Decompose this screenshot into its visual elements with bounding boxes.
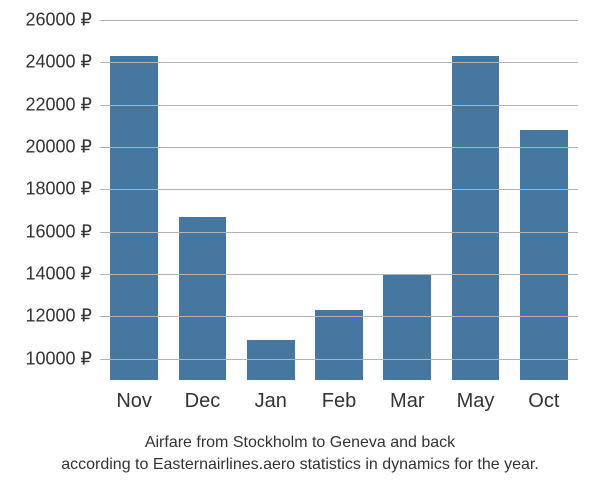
grid-line (100, 147, 578, 148)
bar (520, 130, 568, 380)
y-tick-label: 10000 ₽ (25, 348, 100, 369)
grid-line (100, 232, 578, 233)
x-axis-labels: NovDecJanFebMarMayOct (100, 390, 578, 413)
grid-line (100, 274, 578, 275)
bar-slot (305, 20, 373, 380)
x-tick-label: Mar (373, 390, 441, 413)
grid-line (100, 105, 578, 106)
bar-slot (373, 20, 441, 380)
y-tick-label: 24000 ₽ (25, 52, 100, 73)
y-tick-label: 16000 ₽ (25, 221, 100, 242)
grid-line (100, 20, 578, 21)
grid-line (100, 316, 578, 317)
bar (247, 340, 295, 380)
x-tick-label: May (441, 390, 509, 413)
y-tick-label: 14000 ₽ (25, 264, 100, 285)
grid-line (100, 189, 578, 190)
airfare-bar-chart: 10000 ₽ 12000 ₽ 14000 ₽ 16000 ₽ 18000 ₽ 20000… (0, 0, 600, 500)
y-tick-label: 18000 ₽ (25, 179, 100, 200)
chart-caption: Airfare from Stockholm to Geneva and bac… (0, 432, 600, 475)
caption-line-1: Airfare from Stockholm to Geneva and bac… (145, 434, 455, 451)
bar-slot (510, 20, 578, 380)
plot-area: 10000 ₽12000 ₽14000 ₽16000 ₽18000 ₽20000… (100, 20, 578, 380)
grid-line (100, 359, 578, 360)
bar-slot (100, 20, 168, 380)
x-tick-label: Nov (100, 390, 168, 413)
bar (315, 310, 363, 380)
caption-line-2: according to Easternairlines.aero statis… (61, 456, 539, 473)
bar-slot (237, 20, 305, 380)
y-tick-label: 22000 ₽ (25, 94, 100, 115)
bar-group (100, 20, 578, 380)
y-tick-label: 12000 ₽ (25, 306, 100, 327)
x-tick-label: Dec (168, 390, 236, 413)
y-tick-label: 26000 ₽ (25, 10, 100, 31)
x-tick-label: Feb (305, 390, 373, 413)
bar (383, 274, 431, 380)
bar (179, 217, 227, 380)
bar-slot (441, 20, 509, 380)
bar-slot (168, 20, 236, 380)
x-tick-label: Jan (237, 390, 305, 413)
x-tick-label: Oct (510, 390, 578, 413)
grid-line (100, 62, 578, 63)
y-tick-label: 20000 ₽ (25, 137, 100, 158)
